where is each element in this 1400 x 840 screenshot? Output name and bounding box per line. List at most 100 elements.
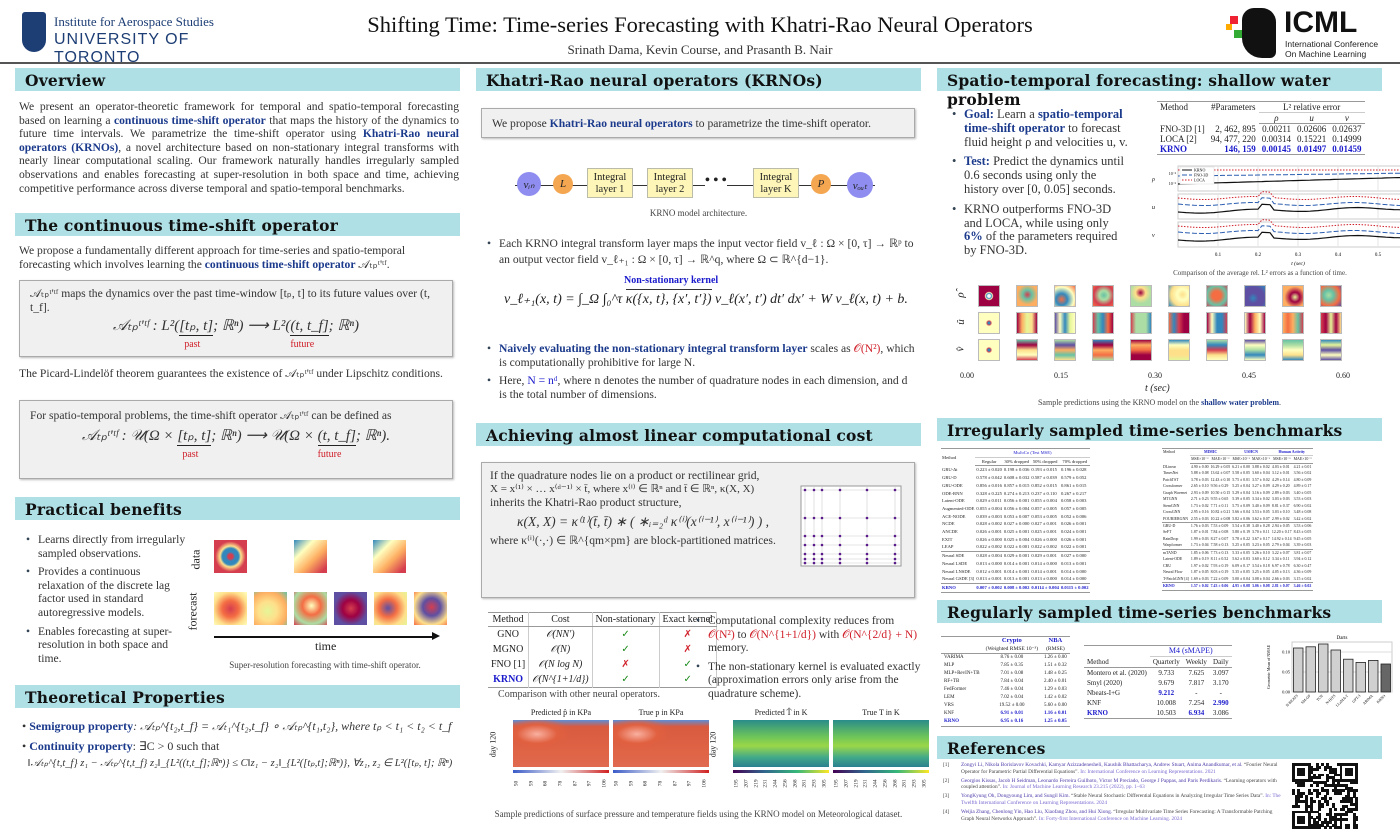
value-cell: 5.29 ± 0.04 (1232, 490, 1250, 495)
value-cell: 0.052 ± 0.006 (1060, 513, 1087, 519)
blank (1162, 456, 1190, 463)
value-cell: 2.40 ± 0.01 (1044, 679, 1067, 684)
colorbar-tick: 97 (586, 780, 593, 787)
method-cell: GRU-D (1162, 521, 1190, 530)
table-row: TimesNet 5.88 ± 0.08 13.62 ± 0.07 5.58 ± 0.… (1162, 470, 1313, 476)
column-header: Quarterly (1149, 656, 1183, 668)
reference-title: “Fourier Neural Operator for Parametric … (961, 762, 1278, 775)
bar-gpt-3 (1355, 661, 1366, 693)
table-row: KRNO 1.57 ± 0.02 7.43 ± 0.06 4.95 ± 0.08 3.0… (1162, 582, 1313, 591)
semigroup-property: • Semigroup property: 𝒜ₜₚ^{t₂,t_f} = 𝒜ₜ₁… (22, 719, 452, 733)
column-header: v (1329, 112, 1365, 124)
value-cell: 8.76 ± 0.00 (1000, 655, 1024, 660)
group-header: MuJoCo (Test MSE) (975, 448, 1090, 458)
operator-equation: 𝒜ₜₚᵗ'ᵗᶠ : L²([tₚ, t] past; ℝⁿ) ⟶ L²((t, t… (112, 318, 360, 351)
value-cell: 1.89 ± 0.19 (1190, 557, 1209, 562)
group-header-row: Method MuJoCo (Test MSE) (941, 448, 1090, 460)
group-header: Human Activity (1270, 448, 1313, 457)
pressure-map-predicted (513, 720, 609, 767)
y-tick: 0.05 (1282, 670, 1291, 675)
value-cell: 3.57 ± 0.02 (1251, 477, 1270, 482)
reference-authors: Weijia Zhang, Chenlong Yin, Hao Liu, Xia… (961, 809, 1114, 816)
error-line-krno (1177, 176, 1400, 185)
benefit-item: Learns directly from irregularly sampled… (24, 533, 188, 560)
table-row: PatchTST 3.78 ± 0.03 12.43 ± 0.10 5.75 ± 0.… (1162, 477, 1313, 483)
reference-venue-link[interactable]: In: Forty-first International Conference… (1038, 815, 1183, 822)
value-cell: 0.013 ± 0.000 (976, 560, 1002, 566)
bar-n-hits (1330, 649, 1341, 693)
value-cell: 3.46 ± 0.02 (1292, 582, 1313, 591)
value-cell: 3.34 ± 0.02 (1251, 497, 1270, 502)
error-line-fno-3d (1177, 172, 1400, 177)
table-row: KRNO 0.007 ± 0.002 0.008 ± 0.002 0.0114 ± 0… (941, 582, 1090, 593)
value-cell: 3.42 ± 0.02 (1293, 516, 1312, 521)
outperform-bullet: KRNO outperforms FNO-3D and LOCA, while … (950, 202, 1130, 258)
value-cell: 9.679 (1158, 679, 1175, 687)
value-cell: 10.50 ± 0.15 (1210, 490, 1231, 495)
column-header: Method (1163, 450, 1176, 455)
value-cell: 0.039 ± 0.003 (976, 513, 1002, 519)
architecture-diagram: vᵢₙ L Integral layer 1 Integral layer 2 … (515, 165, 885, 205)
value-cell: 0.012 ± 0.001 (976, 568, 1002, 574)
table-row: MLP+RevIN+TB 7.01 ± 0.08 1.48 ± 0.25 (941, 670, 1070, 678)
qr-code[interactable] (1292, 763, 1359, 830)
method-cell: FNO-3D [1] (1160, 123, 1205, 134)
value-cell: 7.84 ± 0.04 (1000, 679, 1024, 684)
group-header: NBA (1048, 637, 1063, 644)
value-cell: 7.93 ± 0.19 (1210, 563, 1229, 568)
row-label-forecast: forecast (185, 592, 200, 631)
table-header-row: Regular 30% dropped 50% dropped 70% dropped (941, 457, 1090, 467)
icml-logo: ICML International Conference On Machine… (1222, 6, 1382, 59)
value-cell: 0.014 ± 0.001 (1031, 568, 1057, 574)
prediction-heatmap (1320, 312, 1342, 334)
value-cell: 5.62 ± 0.03 (1232, 557, 1250, 562)
value-cell: 3.03 ± 0.10 (1271, 510, 1290, 515)
reference-item: [2] Georgios Kissas, Jacob H Seidman, Leo… (943, 778, 1283, 791)
reference-venue-link[interactable]: In: The Twelfth International Conference… (961, 793, 1281, 806)
value-cell: 3.27 ± 0.09 (1251, 484, 1270, 489)
value-cell: 4.21 ± 0.01 (1293, 464, 1312, 469)
table-row: ANCDE 0.026 ± 0.001 0.025 ± 0.001 0.025 ± 0… (941, 528, 1090, 536)
column-header: MSE×10⁻³ (1270, 455, 1293, 464)
method-cell: mTAND (1162, 548, 1190, 557)
colorbar-tick: 268 (892, 779, 899, 788)
value-cell: 0.013 ± 0.001 (1003, 576, 1030, 582)
table-row: RF+TB 7.84 ± 0.04 2.40 ± 0.01 (941, 678, 1070, 686)
value-cell: 0.0114 ± 0.004 (1030, 582, 1060, 593)
prediction-heatmap (1016, 285, 1038, 307)
reference-venue-link[interactable]: In: International Conference on Learning… (1080, 768, 1216, 775)
table-row: mTAND 1.85 ± 0.06 7.73 ± 0.13 5.33 ± 0.05 3.… (1162, 548, 1313, 557)
table-row: FNO [1] 𝒪(N log N) ✗ ✓ (488, 657, 717, 672)
table-row: KRNO 𝒪(N^{1+1/d}) ✓ ✓ (488, 672, 717, 688)
value-cell: 12.20 ± 0.17 (1271, 530, 1292, 535)
value-cell: 12.43 ± 0.10 (1210, 477, 1231, 482)
quadrature-node (803, 561, 807, 565)
value-cell: 0.013 ± 0.000 (1031, 576, 1057, 582)
value-cell: 3.60 ± 0.04 (1251, 471, 1270, 476)
method-cell: DLinear (1163, 464, 1176, 469)
value-cell: 6.30 ± 0.47 (1293, 563, 1312, 568)
column-header: Method (942, 454, 957, 460)
weather-maps-figure: Predicted p̂ in KPa True p in KPa Predic… (480, 708, 929, 808)
value-cell: 2.65 ± 0.10 (1190, 484, 1209, 489)
reference-venue-link[interactable]: In: Journal of Machine Learning Research… (1002, 784, 1145, 791)
value-cell: 3.15 ± 0.02 (1293, 576, 1312, 581)
value-cell: 5.25 ± 0.04 (1232, 484, 1250, 489)
group-header: USHCN (1231, 448, 1271, 457)
method-cell: MGNO (488, 642, 530, 657)
prediction-heatmap (1244, 285, 1266, 307)
value-cell: 3.25 ± 0.05 (1251, 570, 1270, 575)
value-cell: 6.97 ± 0.78 (1271, 563, 1290, 568)
colorbar-tick: 106 (601, 779, 608, 788)
reference-authors: Zongyi Li, Nikola Borislavov Kovachki, K… (961, 762, 1244, 768)
blank (1208, 113, 1259, 124)
temp-pred-title: Predicted T̂ in K (754, 708, 808, 717)
value-cell: 1.85 ± 0.06 (1189, 548, 1210, 557)
benefits-caption: Super-resolution forecasting with time-s… (229, 660, 421, 670)
value-cell: 0.053 ± 0.005 (1031, 513, 1057, 519)
method-cell: FedFormer (944, 687, 967, 692)
colorbar-tick: 50 (613, 780, 620, 787)
table-row: Latent-ODE 1.89 ± 0.19 8.11 ± 0.52 5.62 ± 0… (1162, 556, 1313, 562)
grid-text-4: where κ⁽ⁱ⁾(·,·) ∈ ℝ^{qm×pm} are block-pa… (490, 533, 776, 547)
